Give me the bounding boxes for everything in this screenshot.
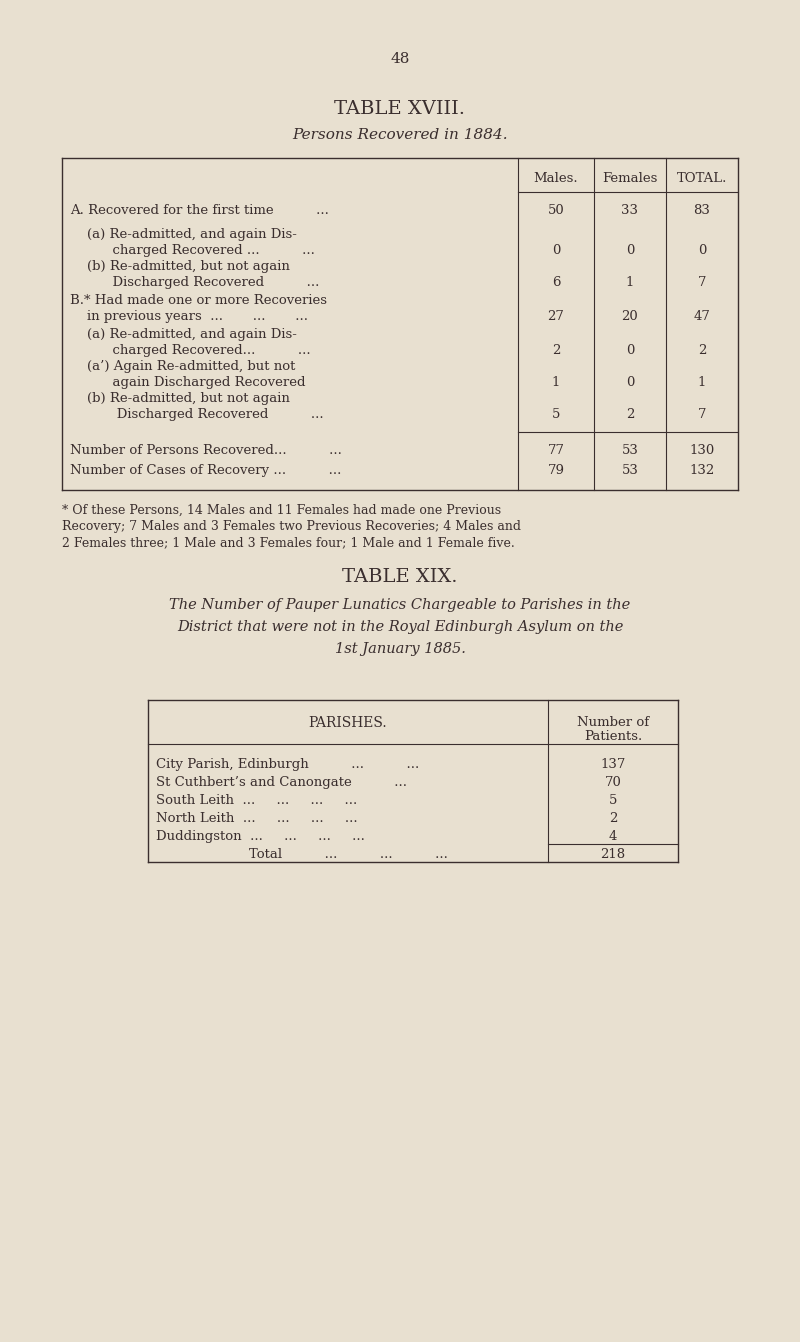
Text: 132: 132 <box>690 464 714 476</box>
Text: TOTAL.: TOTAL. <box>677 172 727 185</box>
Text: 20: 20 <box>622 310 638 323</box>
Text: * Of these Persons, 14 Males and 11 Females had made one Previous: * Of these Persons, 14 Males and 11 Fema… <box>62 505 501 517</box>
Text: 48: 48 <box>390 52 410 66</box>
Text: B.* Had made one or more Recoveries: B.* Had made one or more Recoveries <box>70 294 327 307</box>
Text: 79: 79 <box>547 464 565 476</box>
Text: Females: Females <box>602 172 658 185</box>
Text: 2 Females three; 1 Male and 3 Females four; 1 Male and 1 Female five.: 2 Females three; 1 Male and 3 Females fo… <box>62 535 514 549</box>
Text: 1: 1 <box>698 376 706 389</box>
Text: 4: 4 <box>609 829 617 843</box>
Text: 50: 50 <box>548 204 564 217</box>
Text: 1: 1 <box>626 276 634 289</box>
Text: in previous years  ...       ...       ...: in previous years ... ... ... <box>70 310 308 323</box>
Text: District that were not in the Royal Edinburgh Asylum on the: District that were not in the Royal Edin… <box>177 620 623 633</box>
Text: 77: 77 <box>547 444 565 458</box>
Text: Discharged Recovered          ...: Discharged Recovered ... <box>70 408 324 421</box>
Text: St Cuthbert’s and Canongate          ...: St Cuthbert’s and Canongate ... <box>156 776 407 789</box>
Text: (b) Re-admitted, but not again: (b) Re-admitted, but not again <box>70 260 290 272</box>
Text: South Leith  ...     ...     ...     ...: South Leith ... ... ... ... <box>156 794 358 807</box>
Text: Persons Recovered in 1884.: Persons Recovered in 1884. <box>292 127 508 142</box>
Text: Patients.: Patients. <box>584 730 642 743</box>
Text: (a) Re-admitted, and again Dis-: (a) Re-admitted, and again Dis- <box>70 228 297 242</box>
Text: Recovery; 7 Males and 3 Females two Previous Recoveries; 4 Males and: Recovery; 7 Males and 3 Females two Prev… <box>62 519 521 533</box>
Text: TABLE XIX.: TABLE XIX. <box>342 568 458 586</box>
Text: again Discharged Recovered: again Discharged Recovered <box>70 376 306 389</box>
Text: 0: 0 <box>626 376 634 389</box>
Text: charged Recovered...          ...: charged Recovered... ... <box>70 344 310 357</box>
Text: (b) Re-admitted, but not again: (b) Re-admitted, but not again <box>70 392 290 405</box>
Text: 137: 137 <box>600 758 626 772</box>
Text: 0: 0 <box>552 244 560 258</box>
Text: Number of Cases of Recovery ...          ...: Number of Cases of Recovery ... ... <box>70 464 342 476</box>
Text: Number of Persons Recovered...          ...: Number of Persons Recovered... ... <box>70 444 342 458</box>
Text: 2: 2 <box>698 344 706 357</box>
Text: City Parish, Edinburgh          ...          ...: City Parish, Edinburgh ... ... <box>156 758 419 772</box>
Text: 5: 5 <box>609 794 617 807</box>
Text: 6: 6 <box>552 276 560 289</box>
Text: 70: 70 <box>605 776 622 789</box>
Text: The Number of Pauper Lunatics Chargeable to Parishes in the: The Number of Pauper Lunatics Chargeable… <box>170 599 630 612</box>
Text: 47: 47 <box>694 310 710 323</box>
Text: 0: 0 <box>626 244 634 258</box>
Text: 5: 5 <box>552 408 560 421</box>
Text: 33: 33 <box>622 204 638 217</box>
Text: 130: 130 <box>690 444 714 458</box>
Text: charged Recovered ...          ...: charged Recovered ... ... <box>70 244 315 258</box>
Text: Number of: Number of <box>577 717 649 729</box>
Text: TABLE XVIII.: TABLE XVIII. <box>334 101 466 118</box>
Text: Males.: Males. <box>534 172 578 185</box>
Text: (a’) Again Re-admitted, but not: (a’) Again Re-admitted, but not <box>70 360 295 373</box>
Text: 83: 83 <box>694 204 710 217</box>
Text: 1: 1 <box>552 376 560 389</box>
Text: 1st January 1885.: 1st January 1885. <box>334 641 466 656</box>
Text: (a) Re-admitted, and again Dis-: (a) Re-admitted, and again Dis- <box>70 327 297 341</box>
Text: 2: 2 <box>626 408 634 421</box>
Text: 27: 27 <box>547 310 565 323</box>
Text: 2: 2 <box>552 344 560 357</box>
Text: A. Recovered for the first time          ...: A. Recovered for the first time ... <box>70 204 329 217</box>
Text: Total          ...          ...          ...: Total ... ... ... <box>249 848 447 862</box>
Text: North Leith  ...     ...     ...     ...: North Leith ... ... ... ... <box>156 812 358 825</box>
Text: 53: 53 <box>622 464 638 476</box>
Text: Duddingston  ...     ...     ...     ...: Duddingston ... ... ... ... <box>156 829 365 843</box>
Text: 7: 7 <box>698 408 706 421</box>
Text: 2: 2 <box>609 812 617 825</box>
Text: Discharged Recovered          ...: Discharged Recovered ... <box>70 276 319 289</box>
Text: 53: 53 <box>622 444 638 458</box>
Text: 0: 0 <box>698 244 706 258</box>
Text: 0: 0 <box>626 344 634 357</box>
Text: 7: 7 <box>698 276 706 289</box>
Text: 218: 218 <box>601 848 626 862</box>
Text: PARISHES.: PARISHES. <box>309 717 387 730</box>
